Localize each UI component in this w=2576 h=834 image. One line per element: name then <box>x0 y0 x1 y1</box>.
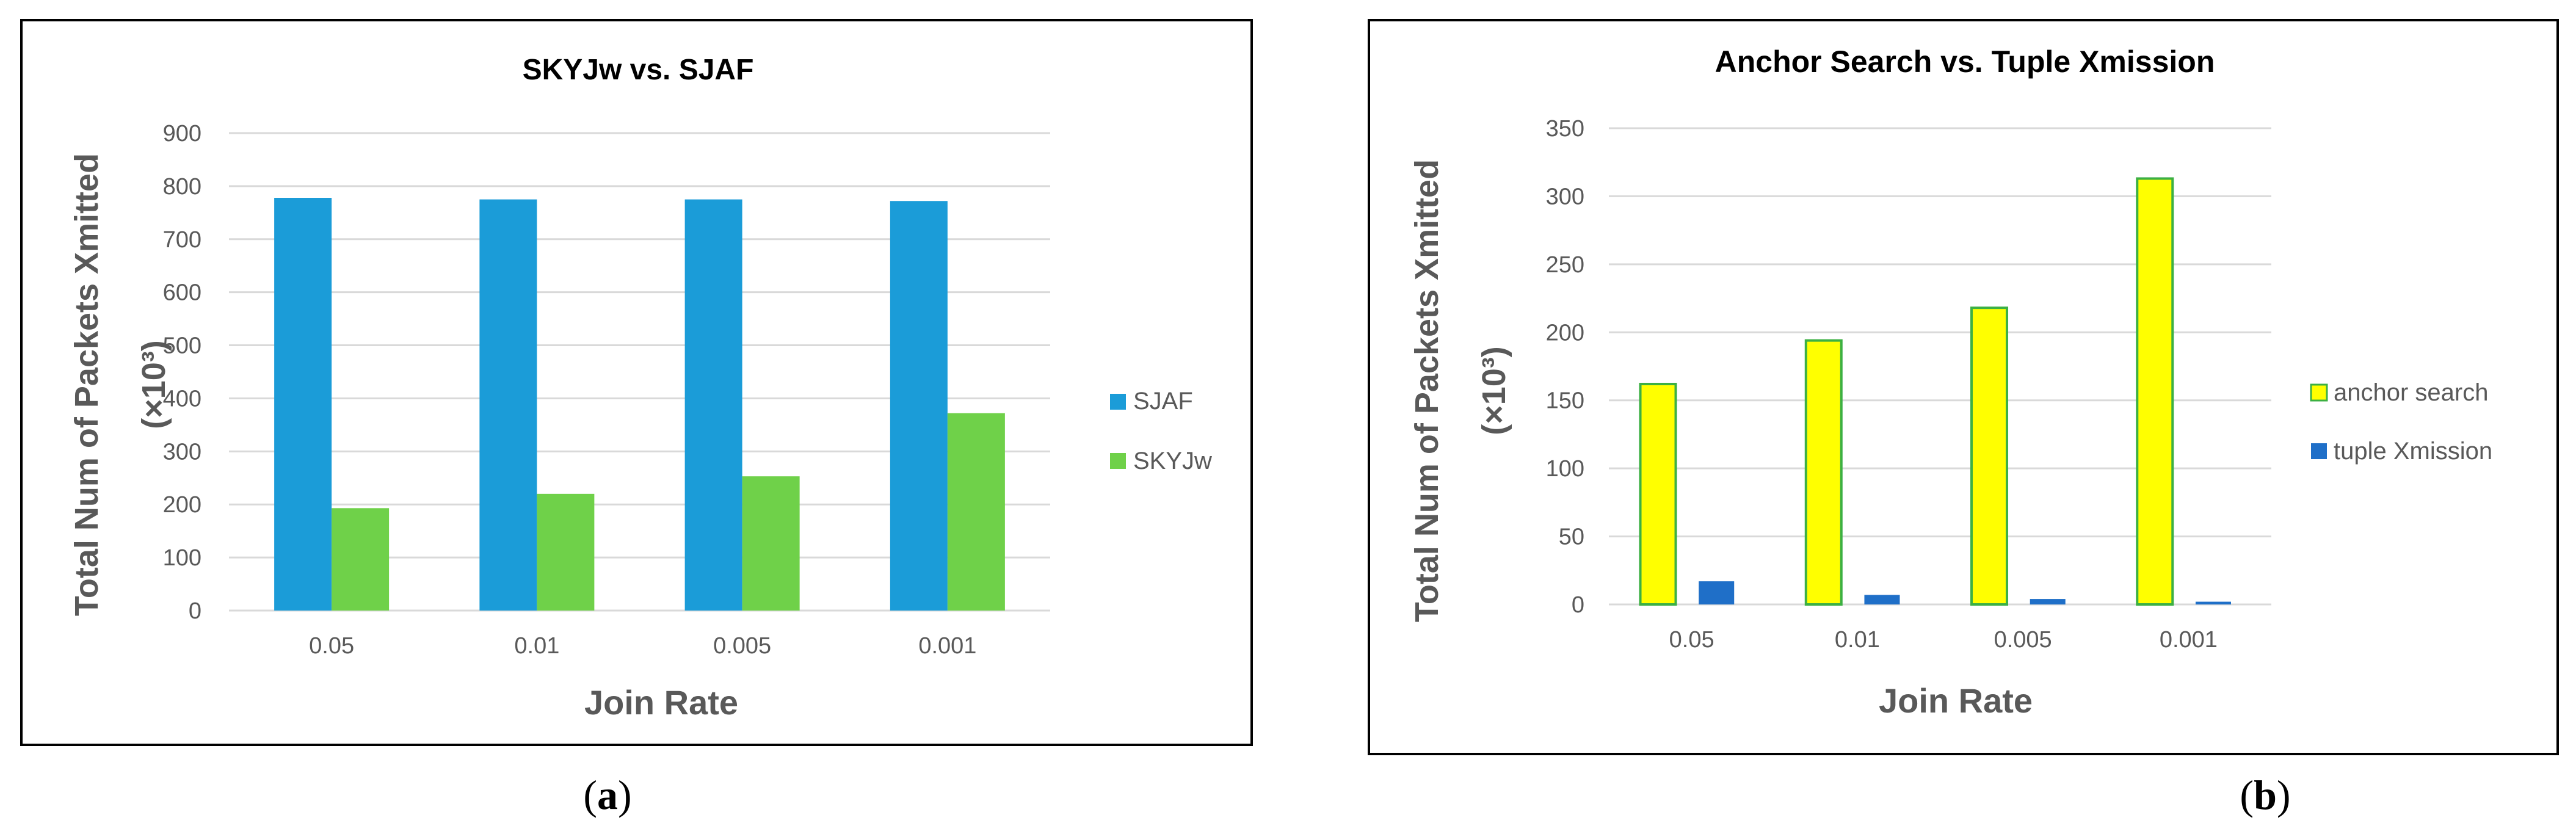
y-tick-label: 150 <box>1546 388 1584 414</box>
y-tick-label: 500 <box>163 333 201 359</box>
x-tick-label: 0.005 <box>713 633 771 659</box>
y-tick-label: 300 <box>1546 184 1584 209</box>
y-tick-label: 0 <box>189 598 201 624</box>
bar-skyjw <box>947 413 1005 611</box>
y-tick-label: 100 <box>163 545 201 571</box>
x-tick-labels-a: 0.05 0.01 0.005 0.001 <box>309 633 976 659</box>
legend-label-anchor-search: anchor search <box>2334 379 2488 406</box>
bar-tuple-xmission <box>2195 601 2231 604</box>
legend-swatch-skyjw <box>1110 453 1126 469</box>
bar-anchor-search <box>1970 306 2009 606</box>
panel-caption-b: (b) <box>2240 772 2290 818</box>
panel-caption-a: (a) <box>583 772 631 818</box>
x-tick-label: 0.05 <box>309 633 354 659</box>
x-tick-label: 0.005 <box>1994 627 2052 653</box>
bars-a <box>274 198 1005 611</box>
legend-swatch-anchor-search <box>2310 383 2328 402</box>
x-tick-label: 0.001 <box>918 633 976 659</box>
y-tick-label: 100 <box>1546 456 1584 482</box>
legend-swatch-tuple-xmission <box>2311 443 2327 459</box>
bar-anchor-search <box>1639 382 1677 606</box>
y-tick-label: 350 <box>1546 116 1584 142</box>
x-tick-label: 0.01 <box>514 633 559 659</box>
x-tick-labels-b: 0.05 0.01 0.005 0.001 <box>1669 627 2218 653</box>
bar-anchor-search <box>1804 339 1843 606</box>
chart-frame-a <box>20 19 1253 746</box>
x-tick-label: 0.01 <box>1835 627 1880 653</box>
bar-tuple-xmission <box>1699 581 1735 604</box>
bar-anchor-search <box>2136 177 2174 606</box>
bar-skyjw <box>742 476 800 611</box>
legend-swatch-sjaf <box>1110 394 1126 410</box>
bar-sjaf <box>890 201 948 611</box>
bar-tuple-xmission <box>1864 595 1900 604</box>
bar-skyjw <box>537 493 595 611</box>
y-tick-label: 50 <box>1559 524 1584 550</box>
y-tick-labels-a: 0 100 200 300 400 500 600 700 800 900 <box>163 121 201 624</box>
legend-a: SJAF SKYJw <box>1110 388 1212 474</box>
y-axis-unit-a: (×10³) <box>136 340 172 429</box>
x-axis-label-a: Join Rate <box>584 683 738 722</box>
bar-tuple-xmission <box>2030 599 2066 604</box>
y-tick-label: 600 <box>163 280 201 306</box>
bar-sjaf <box>479 199 537 611</box>
y-tick-label: 900 <box>163 121 201 147</box>
y-tick-label: 400 <box>163 386 201 412</box>
x-axis-label-b: Join Rate <box>1879 681 2033 720</box>
y-axis-label-b: Total Num of Packets Xmitted <box>1409 159 1445 622</box>
y-tick-label: 300 <box>163 439 201 465</box>
y-axis-unit-b: (×10³) <box>1476 346 1512 435</box>
legend-b: anchor search tuple Xmission <box>2310 379 2492 465</box>
bars-b <box>1639 177 2231 606</box>
x-tick-label: 0.001 <box>2160 627 2218 653</box>
legend-label-sjaf: SJAF <box>1133 388 1193 415</box>
y-tick-label: 200 <box>1546 320 1584 346</box>
y-tick-label: 200 <box>163 492 201 518</box>
legend-label-skyjw: SKYJw <box>1133 448 1212 474</box>
chart-title-b: Anchor Search vs. Tuple Xmission <box>1715 45 2215 79</box>
bar-skyjw <box>332 508 390 611</box>
y-tick-label: 250 <box>1546 252 1584 278</box>
y-tick-label: 700 <box>163 227 201 253</box>
chart-title-a: SKYJw vs. SJAF <box>523 54 754 86</box>
bar-sjaf <box>684 199 742 611</box>
legend-label-tuple-xmission: tuple Xmission <box>2334 438 2492 465</box>
y-tick-label: 800 <box>163 174 201 200</box>
chart-panel-b: 0 50 100 150 200 250 300 350 0.05 0.01 0.005 0.001… <box>1368 19 2559 755</box>
chart-frame-b <box>1368 19 2559 755</box>
bar-sjaf <box>274 198 332 611</box>
y-tick-label: 0 <box>1572 592 1584 618</box>
y-axis-label-a: Total Num of Packets Xmitted <box>68 153 105 616</box>
y-tick-labels-b: 0 50 100 150 200 250 300 350 <box>1546 116 1584 618</box>
x-tick-label: 0.05 <box>1669 627 1714 653</box>
